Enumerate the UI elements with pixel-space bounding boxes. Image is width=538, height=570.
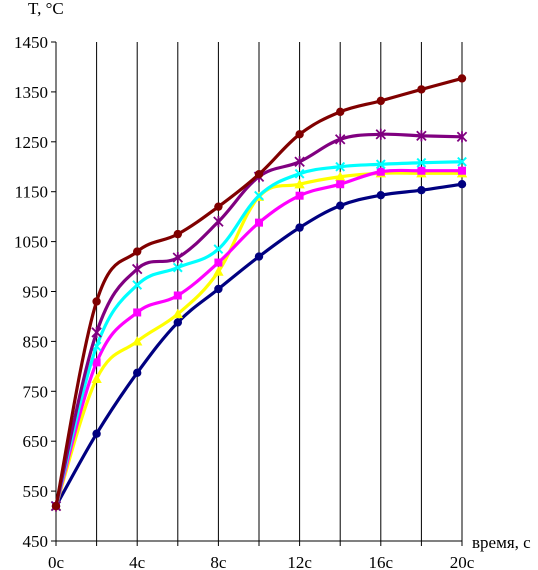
x-tick-label: 12c [287, 553, 312, 570]
y-tick-label: 1350 [14, 83, 48, 102]
y-tick-label: 650 [23, 432, 49, 451]
data-point [92, 429, 101, 438]
x-axis-title: время, с [472, 533, 531, 552]
data-point [51, 501, 61, 511]
series-6 [51, 74, 467, 511]
data-point [294, 179, 305, 189]
axes [51, 41, 463, 546]
data-point [254, 252, 264, 261]
data-point [173, 318, 182, 327]
y-tick-label: 1450 [14, 33, 48, 52]
data-point [133, 247, 142, 256]
data-point [457, 156, 467, 167]
data-point [133, 308, 142, 317]
data-point [294, 168, 305, 179]
data-point [336, 107, 345, 117]
data-point [295, 191, 304, 200]
data-point [375, 159, 386, 170]
data-point [91, 326, 102, 339]
series-line [54, 168, 464, 508]
data-point [336, 180, 345, 189]
data-point [457, 180, 467, 189]
data-point [376, 167, 385, 176]
data-point [254, 170, 264, 179]
data-point [376, 96, 385, 106]
data-point [457, 74, 467, 83]
y-tick-label: 550 [23, 482, 49, 501]
x-tick-label: 16c [369, 553, 394, 570]
data-point [132, 336, 143, 346]
data-point [255, 218, 263, 227]
data-point [91, 373, 102, 383]
data-point [132, 280, 143, 290]
data-point [336, 201, 345, 210]
data-point [172, 308, 183, 319]
data-point [335, 171, 346, 181]
y-tick-label: 950 [23, 283, 49, 302]
data-point [214, 202, 223, 211]
data-point [213, 266, 224, 276]
data-point [173, 229, 182, 239]
y-tick-label: 1050 [14, 233, 48, 252]
y-tick-label: 750 [23, 382, 49, 401]
x-tick-label: 8c [210, 553, 227, 570]
data-point [417, 85, 426, 94]
data-point [375, 128, 387, 140]
data-point [334, 133, 346, 145]
data-point [335, 161, 346, 172]
data-point [214, 258, 223, 267]
data-point [214, 284, 223, 294]
series-4 [51, 156, 467, 511]
data-point [172, 251, 184, 264]
data-point [295, 130, 304, 139]
y-tick-label: 850 [23, 332, 49, 351]
y-tick-label: 1250 [14, 133, 48, 152]
data-point [416, 130, 427, 142]
data-point [131, 263, 143, 275]
data-point [417, 166, 426, 175]
data-point [213, 216, 224, 228]
x-tick-label: 4c [129, 553, 146, 570]
data-point [133, 368, 142, 378]
data-point [213, 244, 224, 254]
y-axis-title: T, °C [28, 0, 64, 18]
data-point [172, 262, 183, 273]
series-line [54, 171, 464, 508]
data-point [254, 190, 264, 201]
x-tick-label: 0c [48, 553, 65, 570]
data-point [376, 190, 385, 200]
data-point [417, 186, 426, 195]
series-1 [51, 180, 467, 511]
data-point [92, 358, 101, 367]
data-point [458, 166, 466, 175]
data-point [92, 297, 101, 306]
series-5 [50, 128, 468, 512]
data-point [456, 131, 468, 143]
series [50, 74, 468, 512]
tick-labels: 450 550 650 750 850 950 1050 1150 1250 1350 1450 0c… [14, 33, 475, 570]
data-point [173, 291, 182, 300]
series-line [54, 182, 464, 508]
data-point [294, 156, 305, 168]
series-line [54, 132, 464, 508]
y-tick-label: 450 [23, 532, 49, 551]
data-point [295, 223, 304, 232]
series-3 [52, 166, 466, 511]
data-point [416, 157, 427, 168]
x-tick-label: 20c [450, 553, 475, 570]
y-tick-label: 1150 [15, 183, 48, 202]
grid [96, 42, 463, 541]
series-line [54, 160, 464, 508]
